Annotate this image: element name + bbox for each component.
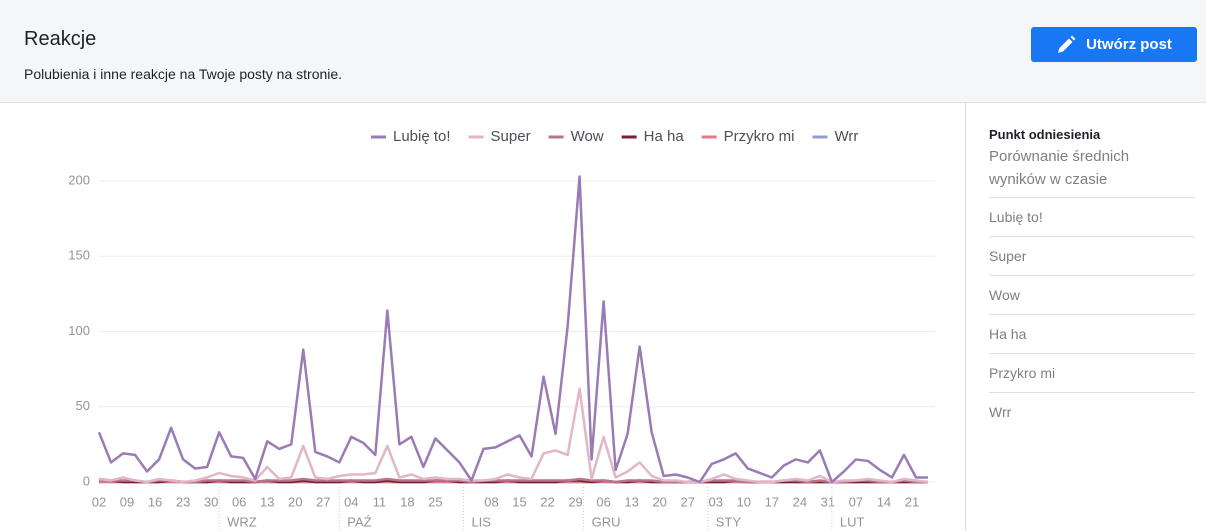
title: Reakcje — [24, 28, 97, 50]
pencil-icon — [1058, 35, 1076, 53]
x-tick-label: 18 — [400, 494, 414, 509]
x-tick-label: 04 — [344, 494, 358, 509]
x-tick-label: 24 — [793, 494, 807, 509]
y-tick-label: 50 — [76, 398, 90, 413]
month-label: GRU — [592, 514, 621, 529]
x-tick-label: 20 — [652, 494, 666, 509]
button-label: Utwórz post — [1086, 36, 1172, 53]
x-tick-label: 06 — [596, 494, 610, 509]
legend-label: Ha ha — [644, 128, 685, 145]
month-label: LIS — [471, 514, 491, 529]
legend-label: Super — [491, 128, 531, 145]
sidebar-item[interactable]: Przykro mi — [989, 353, 1195, 392]
x-tick-label: 02 — [92, 494, 106, 509]
x-tick-label: 27 — [680, 494, 694, 509]
x-tick-label: 21 — [905, 494, 919, 509]
x-tick-label: 23 — [176, 494, 190, 509]
legend-label: Przykro mi — [724, 128, 795, 145]
header: Reakcje Polubienia i inne reakcje na Two… — [0, 0, 1206, 103]
subtitle: Polubienia i inne reakcje na Twoje posty… — [24, 66, 343, 82]
x-tick-label: 07 — [849, 494, 863, 509]
y-tick-label: 150 — [68, 248, 90, 263]
sidebar-heading: Punkt odniesienia — [989, 127, 1101, 142]
month-label: STY — [716, 514, 742, 529]
x-tick-label: 17 — [765, 494, 779, 509]
x-tick-label: 08 — [484, 494, 498, 509]
x-tick-label: 13 — [624, 494, 638, 509]
create-post-button[interactable]: Utwórz post — [1031, 27, 1197, 62]
x-tick-label: 27 — [316, 494, 330, 509]
x-tick-label: 10 — [737, 494, 751, 509]
x-tick-label: 06 — [232, 494, 246, 509]
legend-label: Wow — [571, 128, 604, 145]
x-tick-label: 29 — [568, 494, 582, 509]
month-label: PAŹ — [347, 514, 371, 529]
x-tick-label: 16 — [148, 494, 162, 509]
sidebar-item[interactable]: Ha ha — [989, 314, 1195, 353]
x-tick-label: 30 — [204, 494, 218, 509]
sidebar-item[interactable]: Lubię to! — [989, 197, 1195, 236]
sidebar-item[interactable]: Super — [989, 236, 1195, 275]
month-label: LUT — [840, 514, 865, 529]
x-tick-label: 14 — [877, 494, 891, 509]
y-tick-label: 100 — [68, 323, 90, 338]
x-tick-label: 15 — [512, 494, 526, 509]
x-tick-label: 25 — [428, 494, 442, 509]
series-line — [97, 175, 928, 484]
legend-label: Lubię to! — [393, 128, 451, 145]
x-tick-label: 22 — [540, 494, 554, 509]
sidebar-item[interactable]: Wow — [989, 275, 1195, 314]
x-tick-label: 13 — [260, 494, 274, 509]
sidebar-item[interactable]: Wrr — [989, 392, 1195, 431]
sidebar: Punkt odniesienia Porównanie średnich wy… — [965, 103, 1206, 531]
month-label: WRZ — [227, 514, 257, 529]
x-tick-label: 31 — [821, 494, 835, 509]
x-tick-label: 03 — [709, 494, 723, 509]
sidebar-description: Porównanie średnich wyników w czasie — [989, 148, 1130, 188]
y-tick-label: 200 — [68, 172, 90, 187]
series-line — [98, 387, 929, 484]
x-tick-label: 11 — [373, 494, 387, 509]
x-tick-label: 20 — [288, 494, 302, 509]
y-tick-label: 0 — [83, 473, 90, 488]
x-tick-label: 09 — [120, 494, 134, 509]
legend-label: Wrr — [835, 128, 859, 145]
chart: 0 50 100 150 200 02 09 16 23 30 06 13 20 27 04 11 18 25 08… — [68, 128, 935, 531]
